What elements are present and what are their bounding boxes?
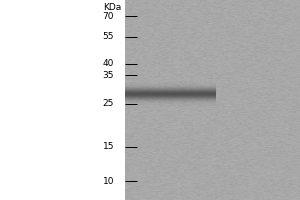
- Text: 10: 10: [103, 177, 114, 186]
- Bar: [124, 0, 300, 200]
- Text: 35: 35: [103, 71, 114, 80]
- Text: 70: 70: [103, 12, 114, 21]
- Text: 15: 15: [103, 142, 114, 151]
- Text: 40: 40: [103, 59, 114, 68]
- Text: KDa: KDa: [103, 3, 122, 12]
- Text: 55: 55: [103, 32, 114, 41]
- Text: 25: 25: [103, 99, 114, 108]
